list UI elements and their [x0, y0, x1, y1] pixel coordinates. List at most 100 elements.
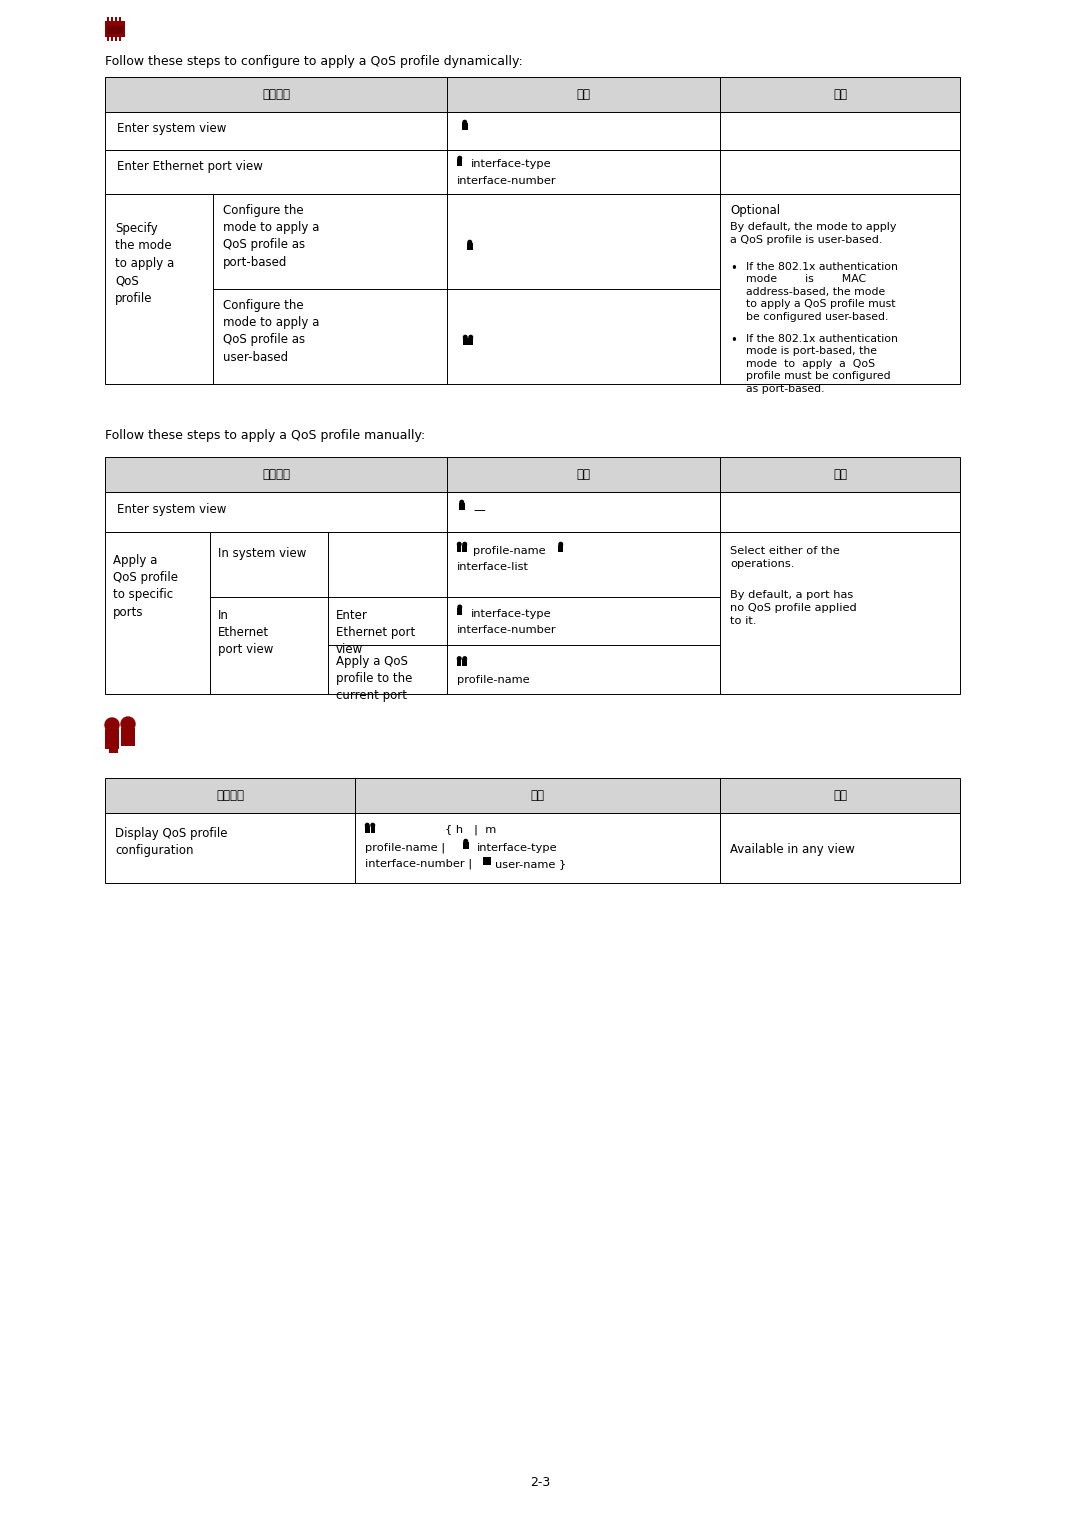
- Circle shape: [458, 542, 461, 547]
- Text: 命令: 命令: [530, 789, 544, 802]
- Bar: [462, 660, 467, 666]
- Text: 说明: 说明: [833, 467, 847, 481]
- Text: Optional: Optional: [730, 205, 780, 217]
- Bar: [105, 21, 125, 37]
- Circle shape: [464, 840, 468, 843]
- Bar: [469, 337, 473, 345]
- Text: Available in any view: Available in any view: [730, 843, 854, 857]
- Text: 2-3: 2-3: [530, 1477, 550, 1489]
- Bar: [105, 457, 960, 492]
- Bar: [119, 37, 121, 41]
- Bar: [111, 17, 113, 21]
- Circle shape: [105, 718, 119, 731]
- Bar: [457, 545, 461, 551]
- Bar: [105, 728, 119, 750]
- Bar: [107, 26, 123, 34]
- Text: profile-name: profile-name: [457, 675, 529, 686]
- Text: —: —: [473, 504, 485, 518]
- Text: interface-type: interface-type: [471, 159, 552, 169]
- Circle shape: [463, 657, 467, 660]
- Text: Enter system view: Enter system view: [117, 502, 227, 516]
- Bar: [457, 660, 461, 666]
- Text: 命令: 命令: [577, 467, 591, 481]
- Bar: [105, 777, 960, 812]
- Text: interface-number: interface-number: [457, 176, 556, 186]
- Text: Enter Ethernet port view: Enter Ethernet port view: [117, 160, 262, 173]
- Text: user-name }: user-name }: [495, 860, 566, 869]
- Text: profile-name: profile-name: [473, 547, 545, 556]
- Circle shape: [559, 542, 563, 547]
- Bar: [462, 545, 467, 551]
- Circle shape: [458, 156, 461, 160]
- Bar: [558, 545, 564, 551]
- Text: Follow these steps to apply a QoS profile manually:: Follow these steps to apply a QoS profil…: [105, 429, 426, 441]
- Bar: [370, 826, 375, 834]
- Text: Select either of the
operations.: Select either of the operations.: [730, 547, 840, 568]
- Text: By default, a port has
no QoS profile applied
to it.: By default, a port has no QoS profile ap…: [730, 589, 856, 626]
- Text: profile-name |: profile-name |: [365, 843, 445, 854]
- Bar: [463, 841, 469, 849]
- Text: interface-type: interface-type: [471, 609, 552, 618]
- Bar: [105, 76, 960, 111]
- Text: By default, the mode to apply
a QoS profile is user-based.: By default, the mode to apply a QoS prof…: [730, 221, 896, 244]
- Text: 命令: 命令: [577, 89, 591, 101]
- Circle shape: [365, 823, 369, 828]
- Text: Follow these steps to configure to apply a QoS profile dynamically:: Follow these steps to configure to apply…: [105, 55, 523, 69]
- Text: 说明: 说明: [833, 89, 847, 101]
- Bar: [111, 37, 113, 41]
- Circle shape: [460, 501, 463, 504]
- Circle shape: [370, 823, 375, 828]
- Bar: [114, 17, 117, 21]
- Circle shape: [458, 657, 461, 660]
- Bar: [105, 111, 960, 150]
- Text: •: •: [730, 334, 737, 347]
- Bar: [121, 728, 135, 747]
- Circle shape: [463, 542, 467, 547]
- Text: 说明: 说明: [833, 789, 847, 802]
- Bar: [107, 37, 109, 41]
- Bar: [483, 857, 491, 864]
- Bar: [457, 608, 462, 615]
- Text: Enter system view: Enter system view: [117, 122, 227, 134]
- Bar: [457, 159, 462, 166]
- Bar: [105, 531, 960, 693]
- Circle shape: [121, 718, 135, 731]
- Circle shape: [458, 605, 461, 609]
- Bar: [365, 826, 369, 834]
- Text: Configure the
mode to apply a
QoS profile as
user-based: Configure the mode to apply a QoS profil…: [222, 299, 320, 363]
- Text: Display QoS profile
configuration: Display QoS profile configuration: [114, 828, 228, 857]
- Text: 命令功能: 命令功能: [216, 789, 244, 802]
- Bar: [463, 337, 468, 345]
- Text: Apply a
QoS profile
to specific
ports: Apply a QoS profile to specific ports: [113, 554, 178, 618]
- Text: interface-type: interface-type: [477, 843, 557, 854]
- Text: •: •: [730, 263, 737, 275]
- Bar: [105, 812, 960, 883]
- Text: Specify
the mode
to apply a
QoS
profile: Specify the mode to apply a QoS profile: [114, 221, 174, 305]
- Text: { h   |  m: { h | m: [445, 825, 496, 835]
- Text: In
Ethernet
port view: In Ethernet port view: [218, 609, 273, 655]
- Bar: [105, 492, 960, 531]
- Text: interface-number |: interface-number |: [365, 860, 472, 869]
- Text: Enter
Ethernet port
view: Enter Ethernet port view: [336, 609, 415, 655]
- Text: Configure the
mode to apply a
QoS profile as
port-based: Configure the mode to apply a QoS profil…: [222, 205, 320, 269]
- Circle shape: [463, 336, 467, 339]
- Text: 命令功能: 命令功能: [262, 467, 291, 481]
- Text: If the 802.1x authentication
mode        is        MAC
address-based, the mode
t: If the 802.1x authentication mode is MAC…: [746, 263, 897, 322]
- Bar: [462, 124, 468, 130]
- Circle shape: [468, 240, 472, 244]
- Circle shape: [469, 336, 473, 339]
- Text: interface-number: interface-number: [457, 625, 556, 635]
- Bar: [107, 17, 109, 21]
- Text: interface-list: interface-list: [457, 562, 529, 573]
- Bar: [119, 17, 121, 21]
- Bar: [114, 37, 117, 41]
- Bar: [467, 243, 473, 250]
- Bar: [459, 502, 464, 510]
- Bar: [109, 747, 118, 753]
- Text: In system view: In system view: [218, 547, 307, 560]
- Text: 命令功能: 命令功能: [262, 89, 291, 101]
- Text: If the 802.1x authentication
mode is port-based, the
mode  to  apply  a  QoS
pro: If the 802.1x authentication mode is por…: [746, 334, 897, 394]
- Circle shape: [463, 121, 467, 124]
- Bar: [105, 150, 960, 194]
- Text: Apply a QoS
profile to the
current port: Apply a QoS profile to the current port: [336, 655, 413, 702]
